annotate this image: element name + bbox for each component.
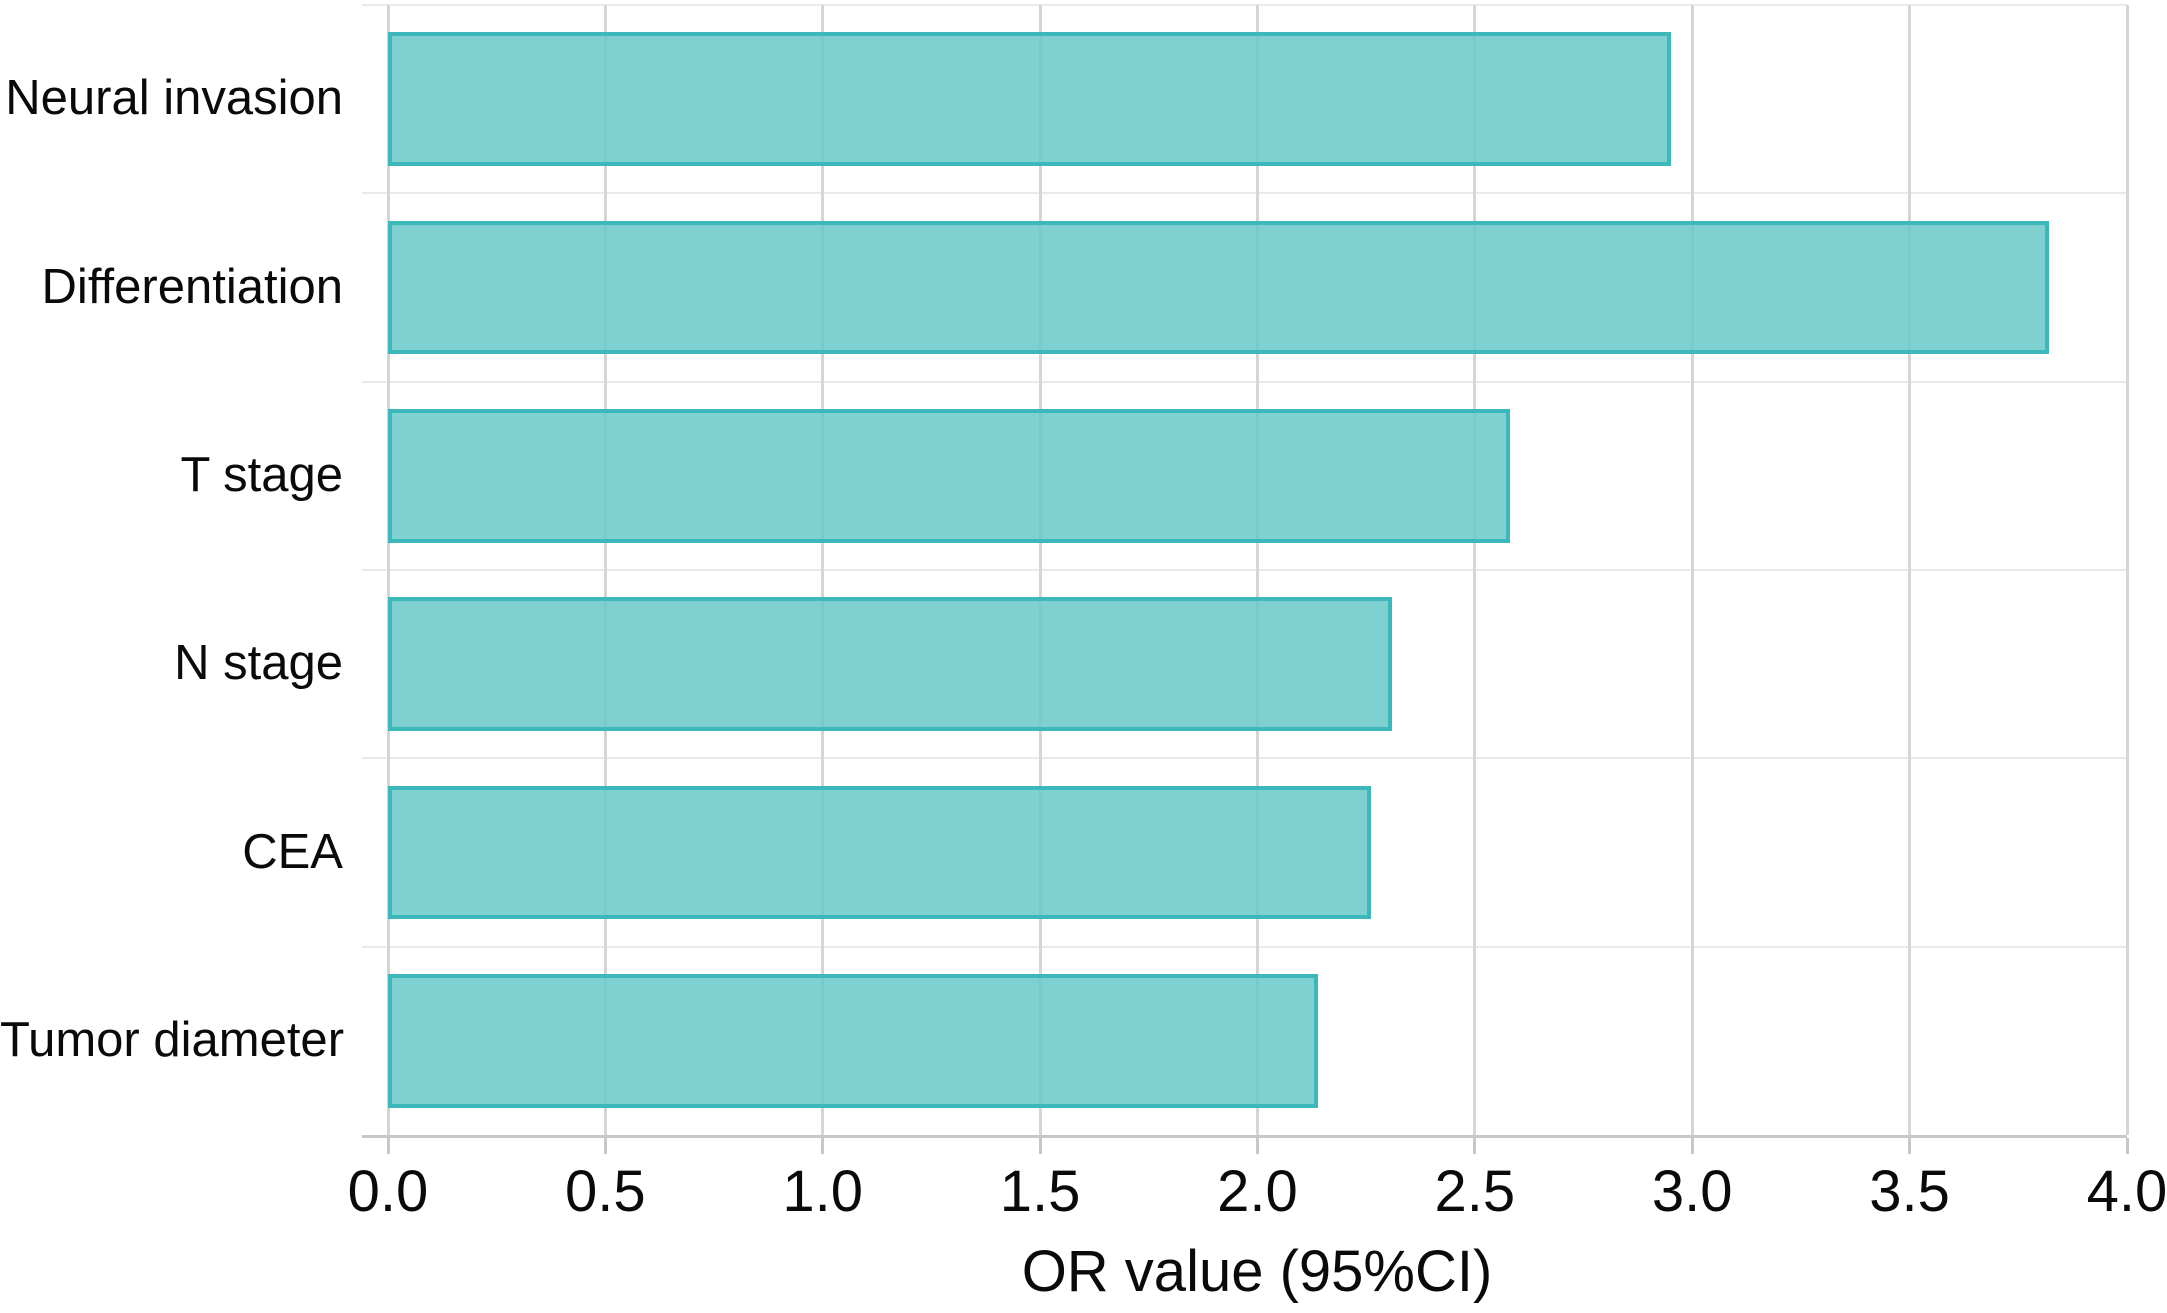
vertical-gridline — [821, 5, 825, 1135]
y-axis-category-labels: Neural invasion Differentiation T stage N s… — [0, 5, 345, 1135]
bar-t-stage — [388, 408, 1510, 543]
bar-tumor-diameter — [388, 973, 1319, 1108]
horizontal-gridline — [362, 4, 2127, 6]
horizontal-gridline — [362, 757, 2127, 760]
vertical-gridline — [1690, 5, 1694, 1135]
x-tick-mark — [1690, 1138, 1694, 1154]
x-tick-mark — [1908, 1138, 1912, 1154]
category-label-differentiation: Differentiation — [41, 259, 343, 314]
x-tick-mark — [386, 1138, 390, 1154]
x-tick-mark — [1038, 1138, 1042, 1154]
x-tick-mark — [1256, 1138, 1259, 1154]
x-axis-line — [362, 1135, 2127, 1138]
x-tick-label: 2.5 — [1434, 1159, 1516, 1224]
vertical-gridline — [386, 5, 390, 1135]
vertical-gridline — [1038, 5, 1042, 1135]
x-tick-label: 1.5 — [999, 1159, 1081, 1224]
x-tick-label: 3.5 — [1869, 1159, 1950, 1224]
vertical-gridline — [603, 5, 607, 1135]
vertical-gridline — [2125, 5, 2129, 1135]
category-label-cea: CEA — [242, 824, 343, 879]
x-tick-label: 4.0 — [2086, 1159, 2167, 1224]
x-tick-label: 3.0 — [1651, 1159, 1733, 1224]
bar-n-stage — [388, 597, 1393, 731]
category-label-tumor-diameter: Tumor diameter — [0, 1012, 345, 1067]
x-tick-mark — [603, 1138, 607, 1154]
x-tick-mark — [2125, 1138, 2129, 1154]
bar-differentiation — [388, 220, 2049, 355]
x-tick-label: 0.5 — [565, 1159, 646, 1224]
category-label-n-stage: N stage — [174, 636, 343, 691]
x-axis-title: OR value (95%CI) — [1021, 1239, 1493, 1304]
horizontal-gridline — [362, 380, 2127, 383]
vertical-gridline — [1908, 5, 1912, 1135]
horizontal-gridline — [362, 192, 2127, 195]
horizontal-gridline — [362, 945, 2127, 948]
x-tick-mark — [821, 1138, 825, 1154]
plot-area — [362, 4, 2129, 1154]
x-tick-label: 0.0 — [347, 1159, 429, 1224]
vertical-gridline — [1473, 5, 1477, 1135]
x-tick-label: 1.0 — [782, 1159, 864, 1224]
x-tick-mark — [1473, 1138, 1477, 1154]
vertical-gridline — [1256, 5, 1259, 1135]
x-tick-label: 2.0 — [1217, 1159, 1298, 1224]
category-label-neural-invasion: Neural invasion — [5, 71, 343, 126]
bar-neural-invasion — [388, 32, 1671, 166]
bar-cea — [388, 785, 1371, 920]
category-label-t-stage: T stage — [180, 447, 343, 502]
horizontal-gridline — [362, 569, 2127, 571]
